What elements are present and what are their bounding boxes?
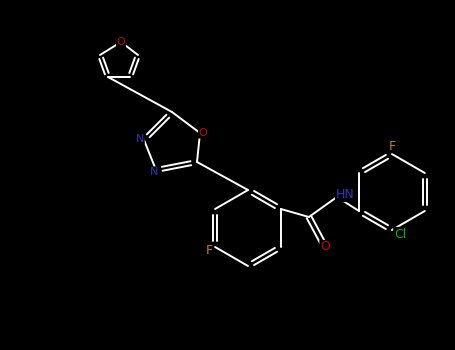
Text: O: O <box>320 240 330 253</box>
Text: HN: HN <box>335 189 354 202</box>
Text: F: F <box>206 245 212 258</box>
Text: F: F <box>389 140 395 153</box>
Text: N: N <box>136 134 144 144</box>
Text: O: O <box>116 37 126 47</box>
Text: N: N <box>150 167 158 177</box>
Text: Cl: Cl <box>394 228 406 240</box>
Text: O: O <box>199 128 207 138</box>
